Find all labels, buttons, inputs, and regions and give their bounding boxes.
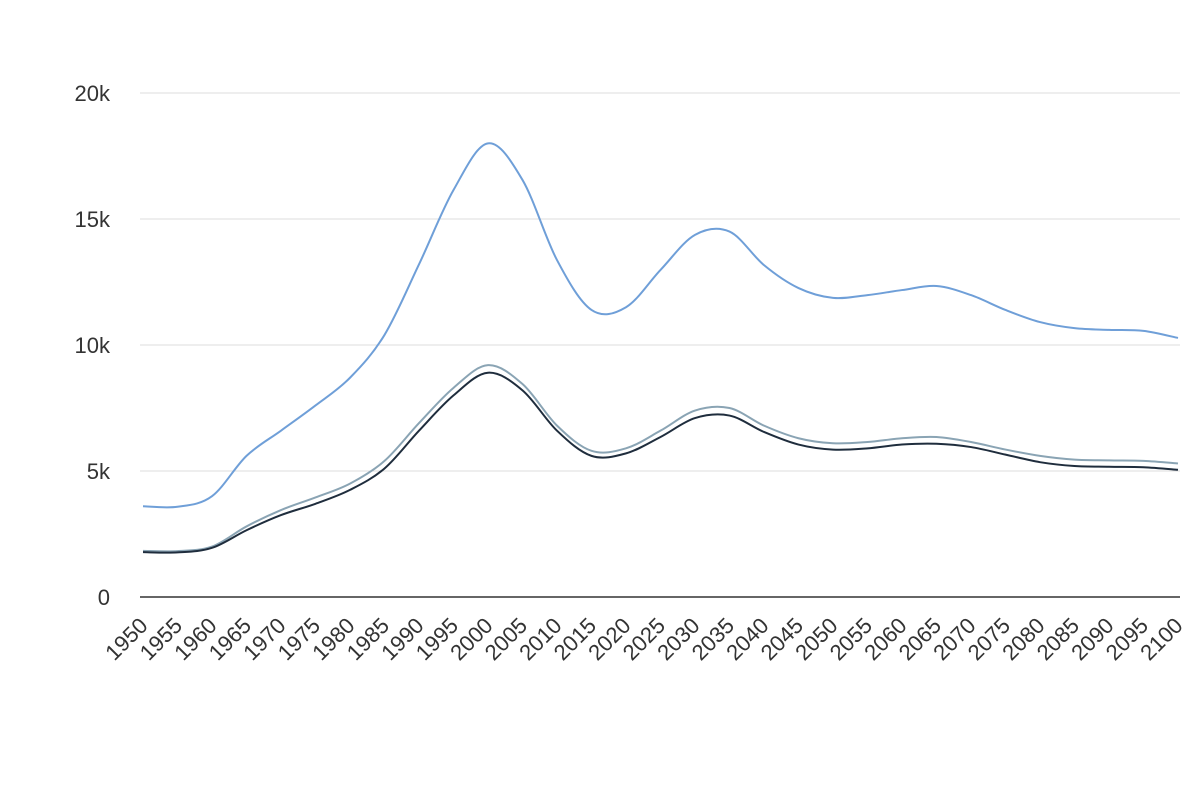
series-line [142, 364, 1179, 553]
y-tick-label: 0 [98, 585, 110, 610]
series-line [142, 142, 1179, 509]
y-tick-label: 5k [87, 459, 111, 484]
series-line [142, 371, 1179, 554]
y-tick-label: 20k [75, 81, 111, 106]
y-tick-label: 10k [75, 333, 111, 358]
y-tick-label: 15k [75, 207, 111, 232]
